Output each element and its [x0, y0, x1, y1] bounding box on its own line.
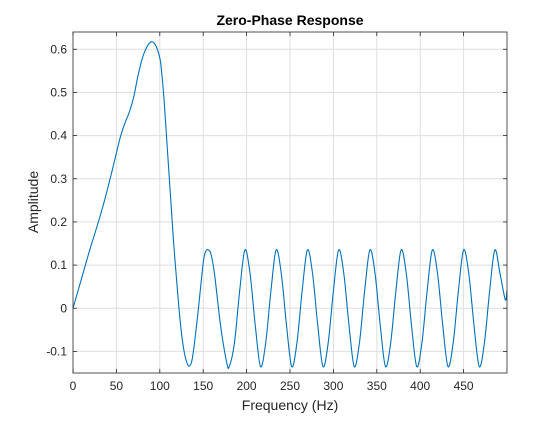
y-tick-label: -0.1 — [46, 344, 67, 358]
y-tick-label: 0.4 — [50, 129, 67, 143]
y-tick-label: 0.5 — [50, 85, 67, 99]
x-tick-label: 400 — [410, 379, 430, 393]
x-tick-label: 150 — [193, 379, 213, 393]
y-axis-label: Amplitude — [25, 171, 41, 233]
x-tick-label: 0 — [70, 379, 77, 393]
y-tick-label: 0.1 — [50, 258, 67, 272]
y-tick-label: 0 — [60, 301, 67, 315]
x-tick-label: 250 — [280, 379, 300, 393]
y-tick-label: 0.2 — [50, 215, 67, 229]
series-line — [72, 41, 508, 369]
data-layer — [72, 41, 508, 369]
x-tick-label: 350 — [367, 379, 387, 393]
chart-title: Zero-Phase Response — [216, 12, 363, 28]
x-tick-label: 200 — [237, 379, 257, 393]
ticks: 0 50 100 150 200 250 300 350 400 450 -0.1 0 0.1 0.2 0.… — [46, 32, 507, 393]
x-axis-label: Frequency (Hz) — [242, 397, 338, 413]
x-tick-label: 300 — [323, 379, 343, 393]
y-tick-label: 0.3 — [50, 172, 67, 186]
y-tick-label: 0.6 — [50, 42, 67, 56]
x-tick-label: 50 — [110, 379, 124, 393]
x-tick-label: 450 — [454, 379, 474, 393]
x-tick-label: 100 — [150, 379, 170, 393]
grid — [73, 32, 507, 373]
